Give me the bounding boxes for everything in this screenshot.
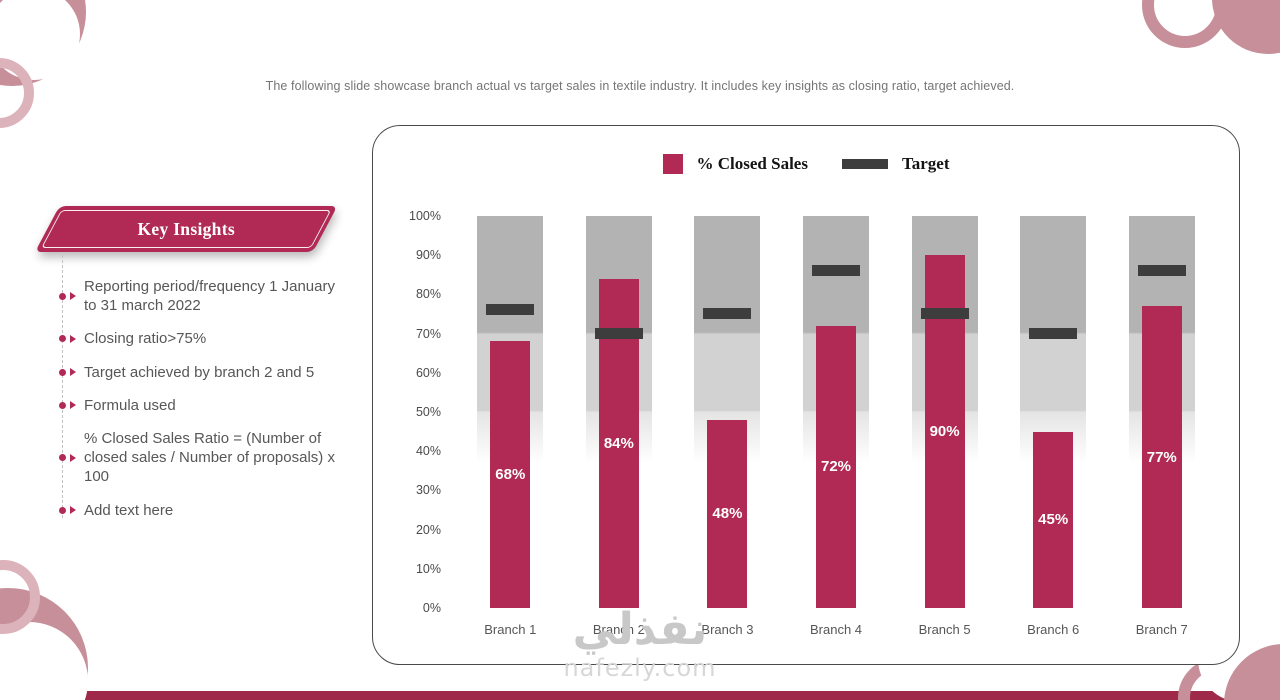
insight-item: % Closed Sales Ratio = (Number of closed… xyxy=(58,429,344,487)
legend-item-target: Target xyxy=(841,154,950,174)
target-marker xyxy=(703,308,752,319)
chart-column: 72% xyxy=(782,216,891,608)
closed-sales-swatch-icon xyxy=(662,154,683,174)
closed-sales-bar: 68% xyxy=(490,341,531,608)
closed-sales-bar: 77% xyxy=(1141,306,1182,608)
x-axis-label: Branch 1 xyxy=(484,622,537,637)
target-marker xyxy=(1029,327,1078,339)
chart-legend: % Closed Sales Target xyxy=(373,154,1239,174)
insights-list: Reporting period/frequency 1 January to … xyxy=(58,255,344,534)
bar-value-label: 45% xyxy=(1038,511,1069,529)
chart-column: 48% xyxy=(673,216,782,608)
x-axis: Branch 1 Branch 2 Branch 3 Branch 4 Branch 5… xyxy=(456,622,1216,637)
x-axis-label: Branch 5 xyxy=(918,622,971,637)
bar-value-label: 72% xyxy=(821,458,852,476)
y-axis-tick: 10% xyxy=(415,561,441,576)
slide-caption: The following slide showcase branch actu… xyxy=(265,79,1015,93)
target-marker xyxy=(1137,264,1186,276)
key-insights-title: Key Insights xyxy=(137,218,235,239)
legend-item-closed-sales: % Closed Sales xyxy=(662,154,808,174)
chart-column: 68% xyxy=(456,216,565,608)
bar-value-label: 77% xyxy=(1146,448,1177,466)
plot-area: 68% 84% 48% 72% 90% 45% 77% xyxy=(456,216,1216,608)
decor-ring-bottom-left xyxy=(0,560,40,634)
legend-label-target: Target xyxy=(901,154,950,173)
y-axis-tick: 40% xyxy=(415,444,441,459)
insight-item: Closing ratio>75% xyxy=(58,329,344,348)
insight-item: Reporting period/frequency 1 January to … xyxy=(58,277,344,315)
bar-value-label: 84% xyxy=(603,434,634,452)
y-axis-tick: 30% xyxy=(415,483,441,498)
key-insights-ribbon: Key Insights xyxy=(35,206,338,252)
insight-item: Add text here xyxy=(58,501,344,520)
y-axis-tick: 20% xyxy=(415,522,441,537)
closed-sales-bar: 72% xyxy=(816,325,857,608)
chart-column: 45% xyxy=(999,216,1108,608)
insight-item: Formula used xyxy=(58,396,344,415)
y-axis-tick: 60% xyxy=(415,365,441,380)
x-axis-label: Branch 7 xyxy=(1135,622,1188,637)
bar-value-label: 48% xyxy=(712,505,743,523)
bar-value-label: 90% xyxy=(929,423,960,441)
closed-sales-bar: 45% xyxy=(1033,431,1074,608)
y-axis-tick: 90% xyxy=(415,248,441,263)
x-axis-label: Branch 4 xyxy=(810,622,863,637)
x-axis-label: Branch 2 xyxy=(592,622,645,637)
y-axis: 100% 90% 80% 70% 60% 50% 40% 30% 20% 10% 0% xyxy=(397,209,441,615)
y-axis-tick: 70% xyxy=(415,326,441,341)
decor-ring-top-left xyxy=(0,58,34,128)
chart-card: % Closed Sales Target 100% 90% 80% 70% 60% 50… xyxy=(372,125,1240,665)
target-marker xyxy=(812,264,861,276)
chart-column: 90% xyxy=(890,216,999,608)
y-axis-tick: 0% xyxy=(422,601,441,615)
closed-sales-bar: 48% xyxy=(707,419,748,608)
y-axis-tick: 80% xyxy=(415,287,441,302)
bar-value-label: 68% xyxy=(495,466,526,484)
legend-label-closed-sales: % Closed Sales xyxy=(696,154,808,173)
chart-column: 84% xyxy=(565,216,674,608)
bottom-accent-strip xyxy=(0,691,1280,700)
target-marker xyxy=(594,327,643,339)
insight-item: Target achieved by branch 2 and 5 xyxy=(58,363,344,382)
x-axis-label: Branch 3 xyxy=(701,622,754,637)
y-axis-tick: 50% xyxy=(415,405,441,419)
y-axis-tick: 100% xyxy=(409,209,441,223)
chart-column: 77% xyxy=(1107,216,1216,608)
x-axis-label: Branch 6 xyxy=(1027,622,1080,637)
target-marker xyxy=(920,308,969,319)
decor-circle-top-right xyxy=(1212,0,1280,54)
target-marker xyxy=(486,304,535,316)
target-swatch-icon xyxy=(841,159,888,169)
